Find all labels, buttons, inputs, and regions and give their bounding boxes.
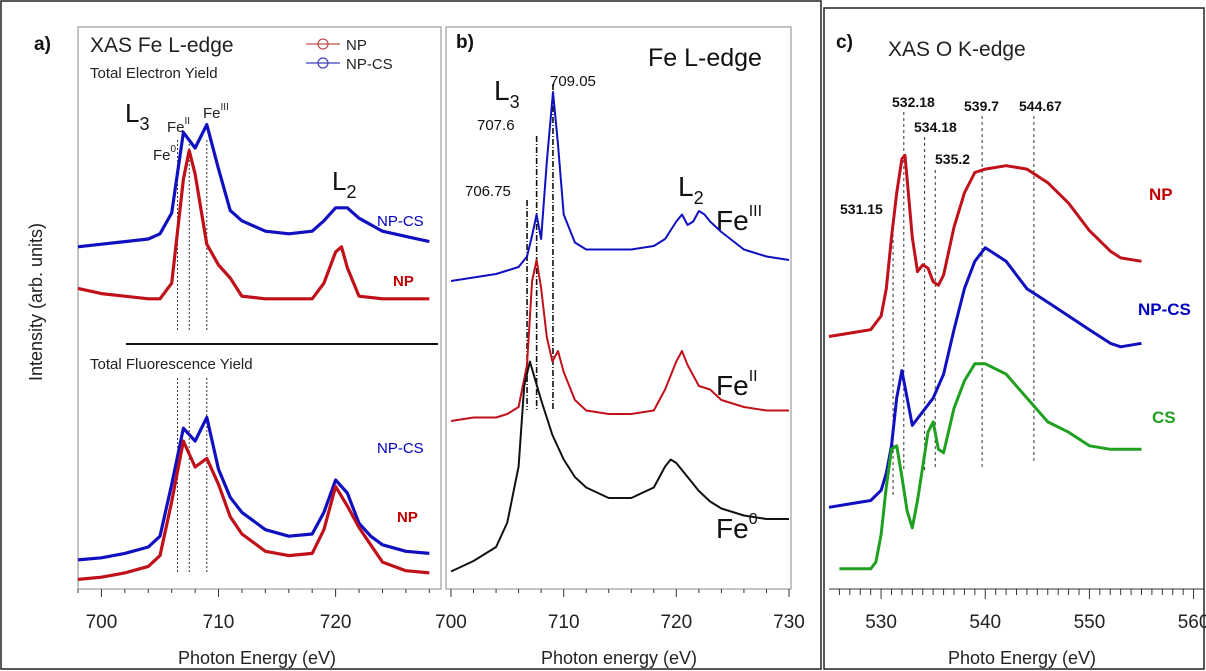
panel-a-xlabel: Photon Energy (eV) bbox=[178, 648, 336, 668]
panel-a-fe3-label: FeIII bbox=[203, 102, 229, 122]
panel-b-curve-fe-0 bbox=[450, 360, 789, 573]
panel-a-l3-text: L bbox=[125, 98, 139, 128]
panel-a-frame bbox=[77, 26, 442, 590]
edge-label-subscript: 3 bbox=[139, 114, 149, 134]
figure-border-left bbox=[0, 0, 822, 670]
panel-c-np-label: NP bbox=[1149, 185, 1173, 204]
x-axes: 700 710 720 700 710 720 730 530 540 550 560 bbox=[77, 588, 1206, 633]
panel-c-tick-label: 540 bbox=[969, 612, 1001, 633]
panel-a-fe3-sup: III bbox=[221, 102, 229, 113]
panel-a-tick-label: 720 bbox=[320, 612, 352, 633]
panel-a-l2-label: L2 bbox=[332, 166, 356, 202]
spectra-curves bbox=[77, 91, 1142, 581]
panel-b-fe2-base: Fe bbox=[716, 370, 749, 401]
panel-b-tick-label: 730 bbox=[773, 612, 805, 633]
panel-b-l2-label: L2 bbox=[678, 171, 704, 208]
panel-a-fe3-base: Fe bbox=[203, 105, 221, 122]
panel-b-fe2-sup: II bbox=[749, 368, 758, 385]
edge-label-subscript: 2 bbox=[694, 188, 704, 208]
panel-b-l3-text: L bbox=[494, 75, 510, 106]
panel-c-peak-539: 539.7 bbox=[964, 98, 999, 114]
panel-a-legend: NP NP-CS bbox=[306, 37, 393, 73]
panel-b-tick-label: 720 bbox=[660, 612, 692, 633]
panel-b-tick-label: 710 bbox=[548, 612, 580, 633]
panel-a-l3-label: L3 bbox=[125, 98, 149, 134]
panel-a-letter: a) bbox=[34, 34, 51, 55]
panel-b-frame bbox=[445, 26, 792, 590]
panel-a-l2-text: L bbox=[332, 166, 346, 196]
panel-a-tfy-label: Total Fluorescence Yield bbox=[90, 356, 253, 373]
panel-a-fe0-label: Fe0 bbox=[153, 144, 177, 164]
panel-c-curve-np bbox=[828, 153, 1142, 338]
y-axis-label: Intensity (arb. units) bbox=[26, 223, 46, 381]
panel-c-xlabel: Photo Energy (eV) bbox=[948, 648, 1096, 668]
panel-a-tey-np-label: NP bbox=[393, 273, 414, 290]
panel-c-curve-cs bbox=[839, 362, 1142, 571]
panel-c-title: XAS O K-edge bbox=[888, 38, 1026, 61]
panel-c-tick-label: 560 bbox=[1178, 612, 1206, 633]
panel-c-curve-np-cs bbox=[828, 246, 1142, 509]
panel-b-letter: b) bbox=[456, 32, 474, 53]
panel-c-peak-535: 535.2 bbox=[935, 151, 970, 167]
panel-b-tick-label: 700 bbox=[435, 612, 467, 633]
panel-a-title: XAS Fe L-edge bbox=[90, 34, 234, 57]
panel-c-peak-544: 544.67 bbox=[1019, 98, 1062, 114]
panel-a-fe0-sup: 0 bbox=[171, 144, 177, 155]
panel-c-npcs-label: NP-CS bbox=[1138, 300, 1191, 319]
legend-marker-np-cs bbox=[317, 57, 329, 69]
panel-a-tfy-curve-np-cs bbox=[77, 415, 430, 562]
panel-b-fe0-sup: 0 bbox=[749, 511, 758, 528]
panel-b-peak-709: 709.05 bbox=[550, 73, 596, 90]
panel-b-fe2-label: FeII bbox=[716, 368, 758, 401]
panel-a-tey-curve-np bbox=[77, 149, 430, 301]
panel-c-letter: c) bbox=[836, 32, 853, 53]
panel-b-fe3-label: FeIII bbox=[716, 203, 762, 236]
reference-lines bbox=[177, 84, 1035, 572]
panel-c-tick-label: 550 bbox=[1074, 612, 1106, 633]
panel-a-tfy-npcs-label: NP-CS bbox=[377, 440, 424, 457]
panel-b-fe3-sup: III bbox=[749, 203, 762, 220]
panel-a-tey-npcs-label: NP-CS bbox=[377, 213, 424, 230]
edge-label-subscript: 3 bbox=[510, 92, 520, 112]
legend-marker-np bbox=[317, 38, 329, 50]
panel-b-peak-707: 707.6 bbox=[477, 117, 515, 134]
panel-a-fe0-base: Fe bbox=[153, 147, 171, 164]
legend-label-np: NP bbox=[346, 37, 367, 54]
panel-b-l3-label: L3 bbox=[494, 75, 520, 112]
panel-c-peak-534: 534.18 bbox=[914, 119, 957, 135]
panel-b-fe0-label: Fe0 bbox=[716, 511, 758, 544]
panel-b-xlabel: Photon energy (eV) bbox=[541, 648, 697, 668]
legend-label-np-cs: NP-CS bbox=[346, 56, 393, 73]
panel-a-tick-label: 700 bbox=[86, 612, 118, 633]
edge-label-subscript: 2 bbox=[346, 182, 356, 202]
panel-a-tfy-np-label: NP bbox=[397, 509, 418, 526]
panel-b-l2-text: L bbox=[678, 171, 694, 202]
panel-a-tfy-curve-np bbox=[77, 439, 430, 581]
panel-a-fe2-sup: II bbox=[185, 116, 191, 127]
panel-c-tick-label: 530 bbox=[865, 612, 897, 633]
panel-a-tick-label: 710 bbox=[203, 612, 235, 633]
panel-c-peak-531: 531.15 bbox=[840, 201, 883, 217]
panel-b-fe0-base: Fe bbox=[716, 513, 749, 544]
panel-b-curve-fe-iii bbox=[450, 91, 790, 282]
panel-a-fe2-base: Fe bbox=[167, 119, 185, 136]
panel-b-curve-fe-ii bbox=[450, 259, 789, 422]
panel-b-peak-706: 706.75 bbox=[465, 183, 511, 200]
panel-c-peak-532: 532.18 bbox=[892, 94, 935, 110]
panel-a-tey-label: Total Electron Yield bbox=[90, 65, 218, 82]
panel-c-cs-label: CS bbox=[1152, 408, 1176, 427]
panel-a-tey-curve-np-cs bbox=[77, 123, 430, 249]
panel-b-title: Fe L-edge bbox=[648, 44, 762, 72]
panel-a-fe2-label: FeII bbox=[167, 116, 190, 136]
figure-border-right bbox=[823, 7, 1205, 670]
